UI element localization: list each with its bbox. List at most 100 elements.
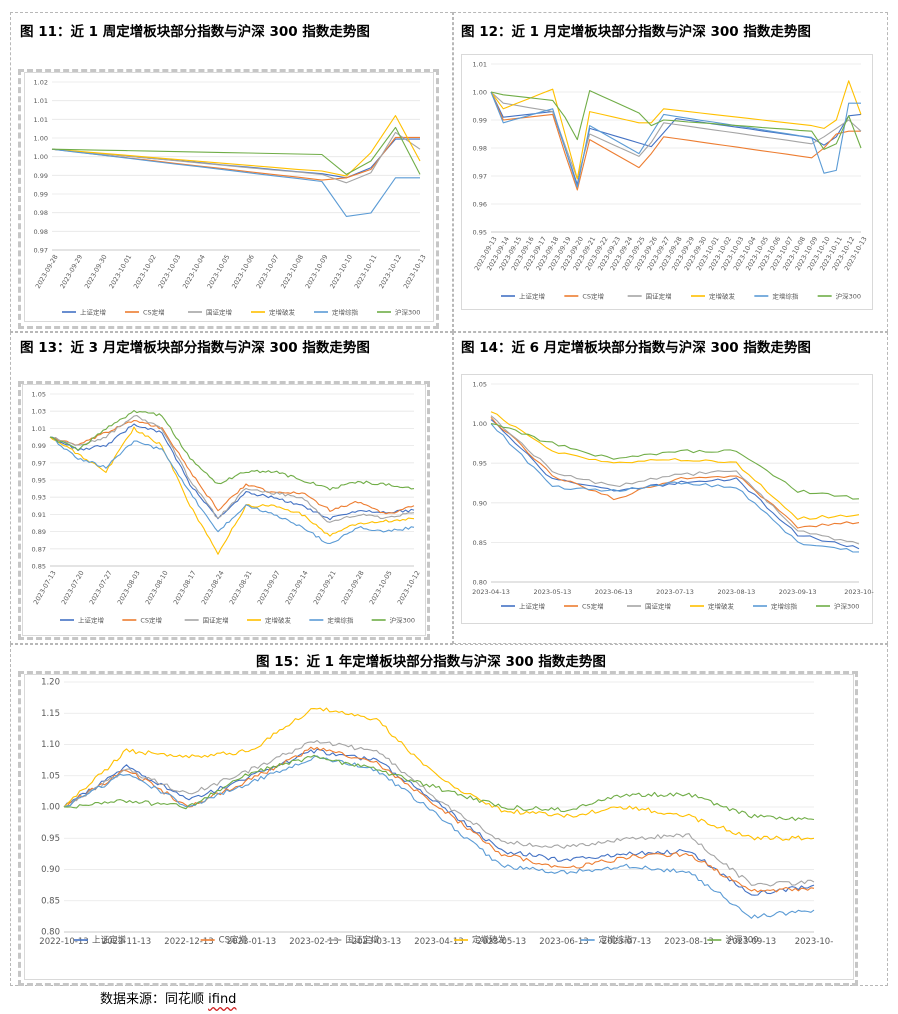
y-tick-label: 0.95 [473, 460, 487, 468]
y-tick-label: 1.01 [32, 425, 46, 433]
y-tick-label: 0.90 [41, 865, 60, 875]
series-line [49, 423, 415, 521]
y-tick-label: 0.97 [32, 459, 46, 467]
series-line [63, 755, 815, 919]
x-tick-label: 2022-12-13 [164, 937, 213, 947]
x-tick-label: 2023-08-13 [717, 588, 755, 596]
series-line [490, 423, 860, 553]
legend-label: 定增综指 [771, 602, 798, 611]
series-line [490, 411, 860, 520]
y-tick-label: 1.01 [34, 116, 48, 124]
series-line [63, 754, 815, 821]
x-tick-label: 2023-02-13 [289, 937, 338, 947]
legend-label: 上证定增 [92, 935, 126, 946]
data-source-prefix: 数据来源：同花顺 [100, 992, 209, 1007]
series-line [51, 115, 421, 177]
series-line [49, 410, 415, 491]
y-tick-label: 0.95 [41, 834, 60, 844]
series-line [51, 126, 421, 175]
legend-label: 定增综指 [772, 292, 799, 301]
y-tick-label: 1.00 [34, 153, 48, 161]
series-line [63, 748, 815, 896]
legend-label: 定增破发 [709, 292, 736, 301]
chart-title-fig11: 图 11：近 1 周定增板块部分指数与沪深 300 指数走势图 [20, 24, 370, 40]
series-line [490, 80, 862, 180]
legend-label: 国证定增 [646, 292, 672, 301]
series-line [49, 414, 415, 523]
legend-label: 沪深300 [836, 292, 861, 301]
y-tick-label: 1.00 [473, 89, 487, 97]
y-tick-label: 0.90 [473, 499, 487, 507]
legend-label: CS定增 [219, 935, 247, 946]
y-tick-label: 1.10 [41, 740, 60, 750]
chart-title-fig13: 图 13：近 3 月定增板块部分指数与沪深 300 指数走势图 [20, 340, 370, 356]
x-tick-label: 2023-01-13 [227, 937, 276, 947]
legend-label: 国证定增 [345, 935, 379, 946]
y-tick-label: 1.03 [32, 408, 46, 416]
chart-frame [24, 72, 434, 322]
chart-fig13: 1.05 1.03 1.01 0.99 0.97 0.95 0.93 0.91 0.89 0.87… [22, 384, 426, 636]
x-tick-label: 2022-11-13 [102, 937, 151, 947]
legend-label: 上证定增 [519, 602, 545, 611]
series-line [490, 416, 860, 529]
legend-label: 定增破发 [708, 602, 735, 611]
y-tick-label: 0.87 [32, 545, 46, 553]
legend-label: 国证定增 [645, 602, 671, 611]
x-tick-label: 2023-07-13 [656, 588, 694, 596]
y-tick-label: 1.05 [473, 381, 487, 389]
series-line [490, 415, 860, 545]
legend-label: 定增综指 [332, 308, 359, 317]
chart-fig15: 1.201.151.101.051.000.950.900.850.802022… [24, 674, 854, 980]
y-tick-label: 0.99 [32, 442, 46, 450]
chart-frame [461, 374, 873, 624]
y-tick-label: 0.89 [32, 528, 46, 536]
y-tick-label: 0.96 [473, 201, 487, 209]
y-tick-label: 1.01 [34, 97, 48, 105]
x-tick-label: 2023-09-13 [779, 588, 817, 596]
series-line [490, 91, 862, 180]
chart-title-fig12: 图 12：近 1 月定增板块部分指数与沪深 300 指数走势图 [461, 24, 811, 40]
y-tick-label: 0.99 [473, 117, 487, 125]
picture-border-fig15 [18, 671, 858, 986]
series-line [51, 148, 420, 217]
series-line [490, 91, 861, 191]
data-source-note: 数据来源：同花顺 ifind [100, 988, 236, 1007]
y-tick-label: 0.99 [34, 172, 48, 180]
y-tick-label: 1.00 [34, 135, 48, 143]
y-tick-label: 0.97 [473, 173, 487, 181]
y-tick-label: 0.97 [34, 247, 48, 255]
series-line [49, 419, 415, 515]
data-source-brand: ifind [208, 992, 237, 1007]
x-tick-label: 2023-06-13 [539, 937, 588, 947]
panel-frame-fig11 [10, 12, 453, 332]
y-tick-label: 1.05 [32, 391, 46, 399]
y-tick-label: 0.80 [473, 579, 487, 587]
series-line [49, 436, 415, 545]
y-tick-label: 1.15 [41, 709, 60, 719]
chart-frame [22, 384, 426, 636]
legend-label: 上证定增 [80, 308, 106, 317]
y-tick-label: 1.00 [41, 803, 60, 813]
chart-fig12: 1.011.000.990.980.970.960.952023-09-1320… [461, 54, 873, 310]
y-tick-label: 0.85 [32, 563, 46, 571]
x-tick-label: 2023-06-13 [595, 588, 633, 596]
series-line [490, 423, 860, 500]
panel-frame-fig13 [10, 332, 453, 644]
y-tick-label: 0.98 [34, 209, 48, 217]
x-tick-label: 2023-03-13 [352, 937, 401, 947]
legend-label: 国证定增 [206, 308, 232, 317]
legend-label: 上证定增 [519, 292, 545, 301]
x-tick-label: 2022-10-13 [39, 937, 88, 947]
series-line [63, 707, 815, 841]
legend-label: 上证定增 [78, 616, 104, 625]
y-tick-label: 1.00 [473, 420, 487, 428]
chart-frame [24, 674, 854, 980]
y-tick-label: 0.93 [32, 494, 46, 502]
legend-label: CS定增 [140, 616, 162, 625]
x-tick-label: 2023-05-13 [533, 588, 571, 596]
panel-frame-fig12 [453, 12, 888, 332]
legend-label: 定增破发 [472, 935, 507, 946]
x-tick-label: 2023-04-13 [472, 588, 510, 596]
y-tick-label: 0.91 [32, 511, 46, 519]
legend-label: CS定增 [582, 602, 604, 611]
